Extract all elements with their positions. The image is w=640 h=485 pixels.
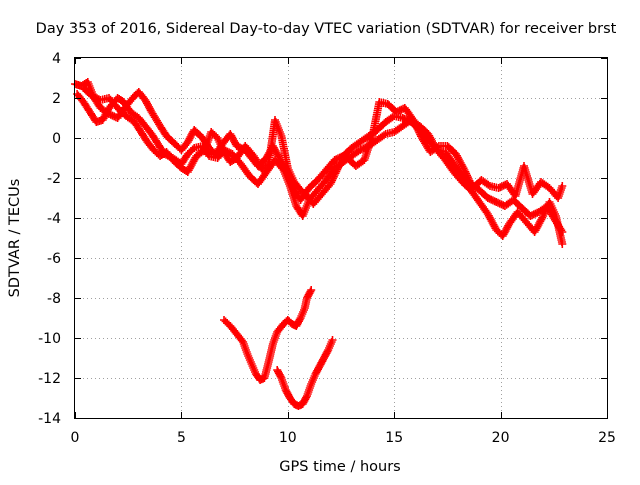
data-point [186,132,195,141]
data-point [413,125,422,133]
plot-frame [74,57,608,419]
x-tick-label: 25 [598,430,616,446]
data-point [228,133,237,142]
y-tick-label: -14 [38,411,61,427]
data-point [328,174,337,183]
data-point [484,180,493,189]
chart-title: Day 353 of 2016, Sidereal Day-to-day VTE… [36,21,617,37]
data-point [501,226,510,235]
y-tick-label: -12 [38,371,61,387]
data-layer [71,78,567,410]
data-point [302,393,311,402]
data-point [412,123,421,132]
data-point [463,173,472,182]
data-point [410,117,419,126]
data-point [307,286,316,294]
data-point [295,315,304,324]
x-tick-label: 10 [279,430,297,446]
y-tick-label: -10 [38,331,61,347]
y-axis-label: SDTVAR / TECUs [7,179,23,298]
data-point [330,171,339,179]
data-point [558,182,567,190]
data-point [558,240,567,248]
data-point [332,167,341,176]
data-point [411,121,420,130]
data-point [409,116,418,124]
data-point [415,128,424,137]
x-tick-label: 15 [385,430,403,446]
data-point [460,166,469,174]
data-point [101,110,110,119]
y-tick-label: 0 [52,131,61,147]
y-tick-label: -2 [47,171,61,187]
data-point [462,169,471,178]
data-point [326,180,335,188]
series-track-3 [79,84,567,208]
data-point [490,222,499,231]
data-point [144,101,152,110]
series-track-2 [73,90,567,248]
data-point [329,172,338,181]
data-point [100,112,109,121]
x-tick-label: 5 [177,430,186,446]
data-point [185,134,194,143]
x-tick-label: 0 [71,430,80,446]
y-tick-label: 2 [52,91,61,107]
data-point [229,135,238,144]
y-tick-label: -8 [47,291,61,307]
data-point [500,228,509,237]
data-point [327,178,336,187]
data-point [306,287,315,296]
y-tick-label: -6 [47,251,61,267]
y-tick-label: -4 [47,211,61,227]
data-point [328,336,337,344]
data-point [433,143,442,152]
y-tick-label: 4 [52,51,61,67]
x-tick-label: 20 [492,430,510,446]
series-track-5 [273,336,337,410]
series-track-4 [220,286,316,384]
data-point [459,164,468,173]
data-point [465,176,474,185]
data-point [466,178,475,187]
data-point [380,131,388,140]
x-axis-label: GPS time / hours [279,459,400,475]
data-point [452,151,461,160]
data-point [461,167,470,176]
data-point [323,347,332,356]
